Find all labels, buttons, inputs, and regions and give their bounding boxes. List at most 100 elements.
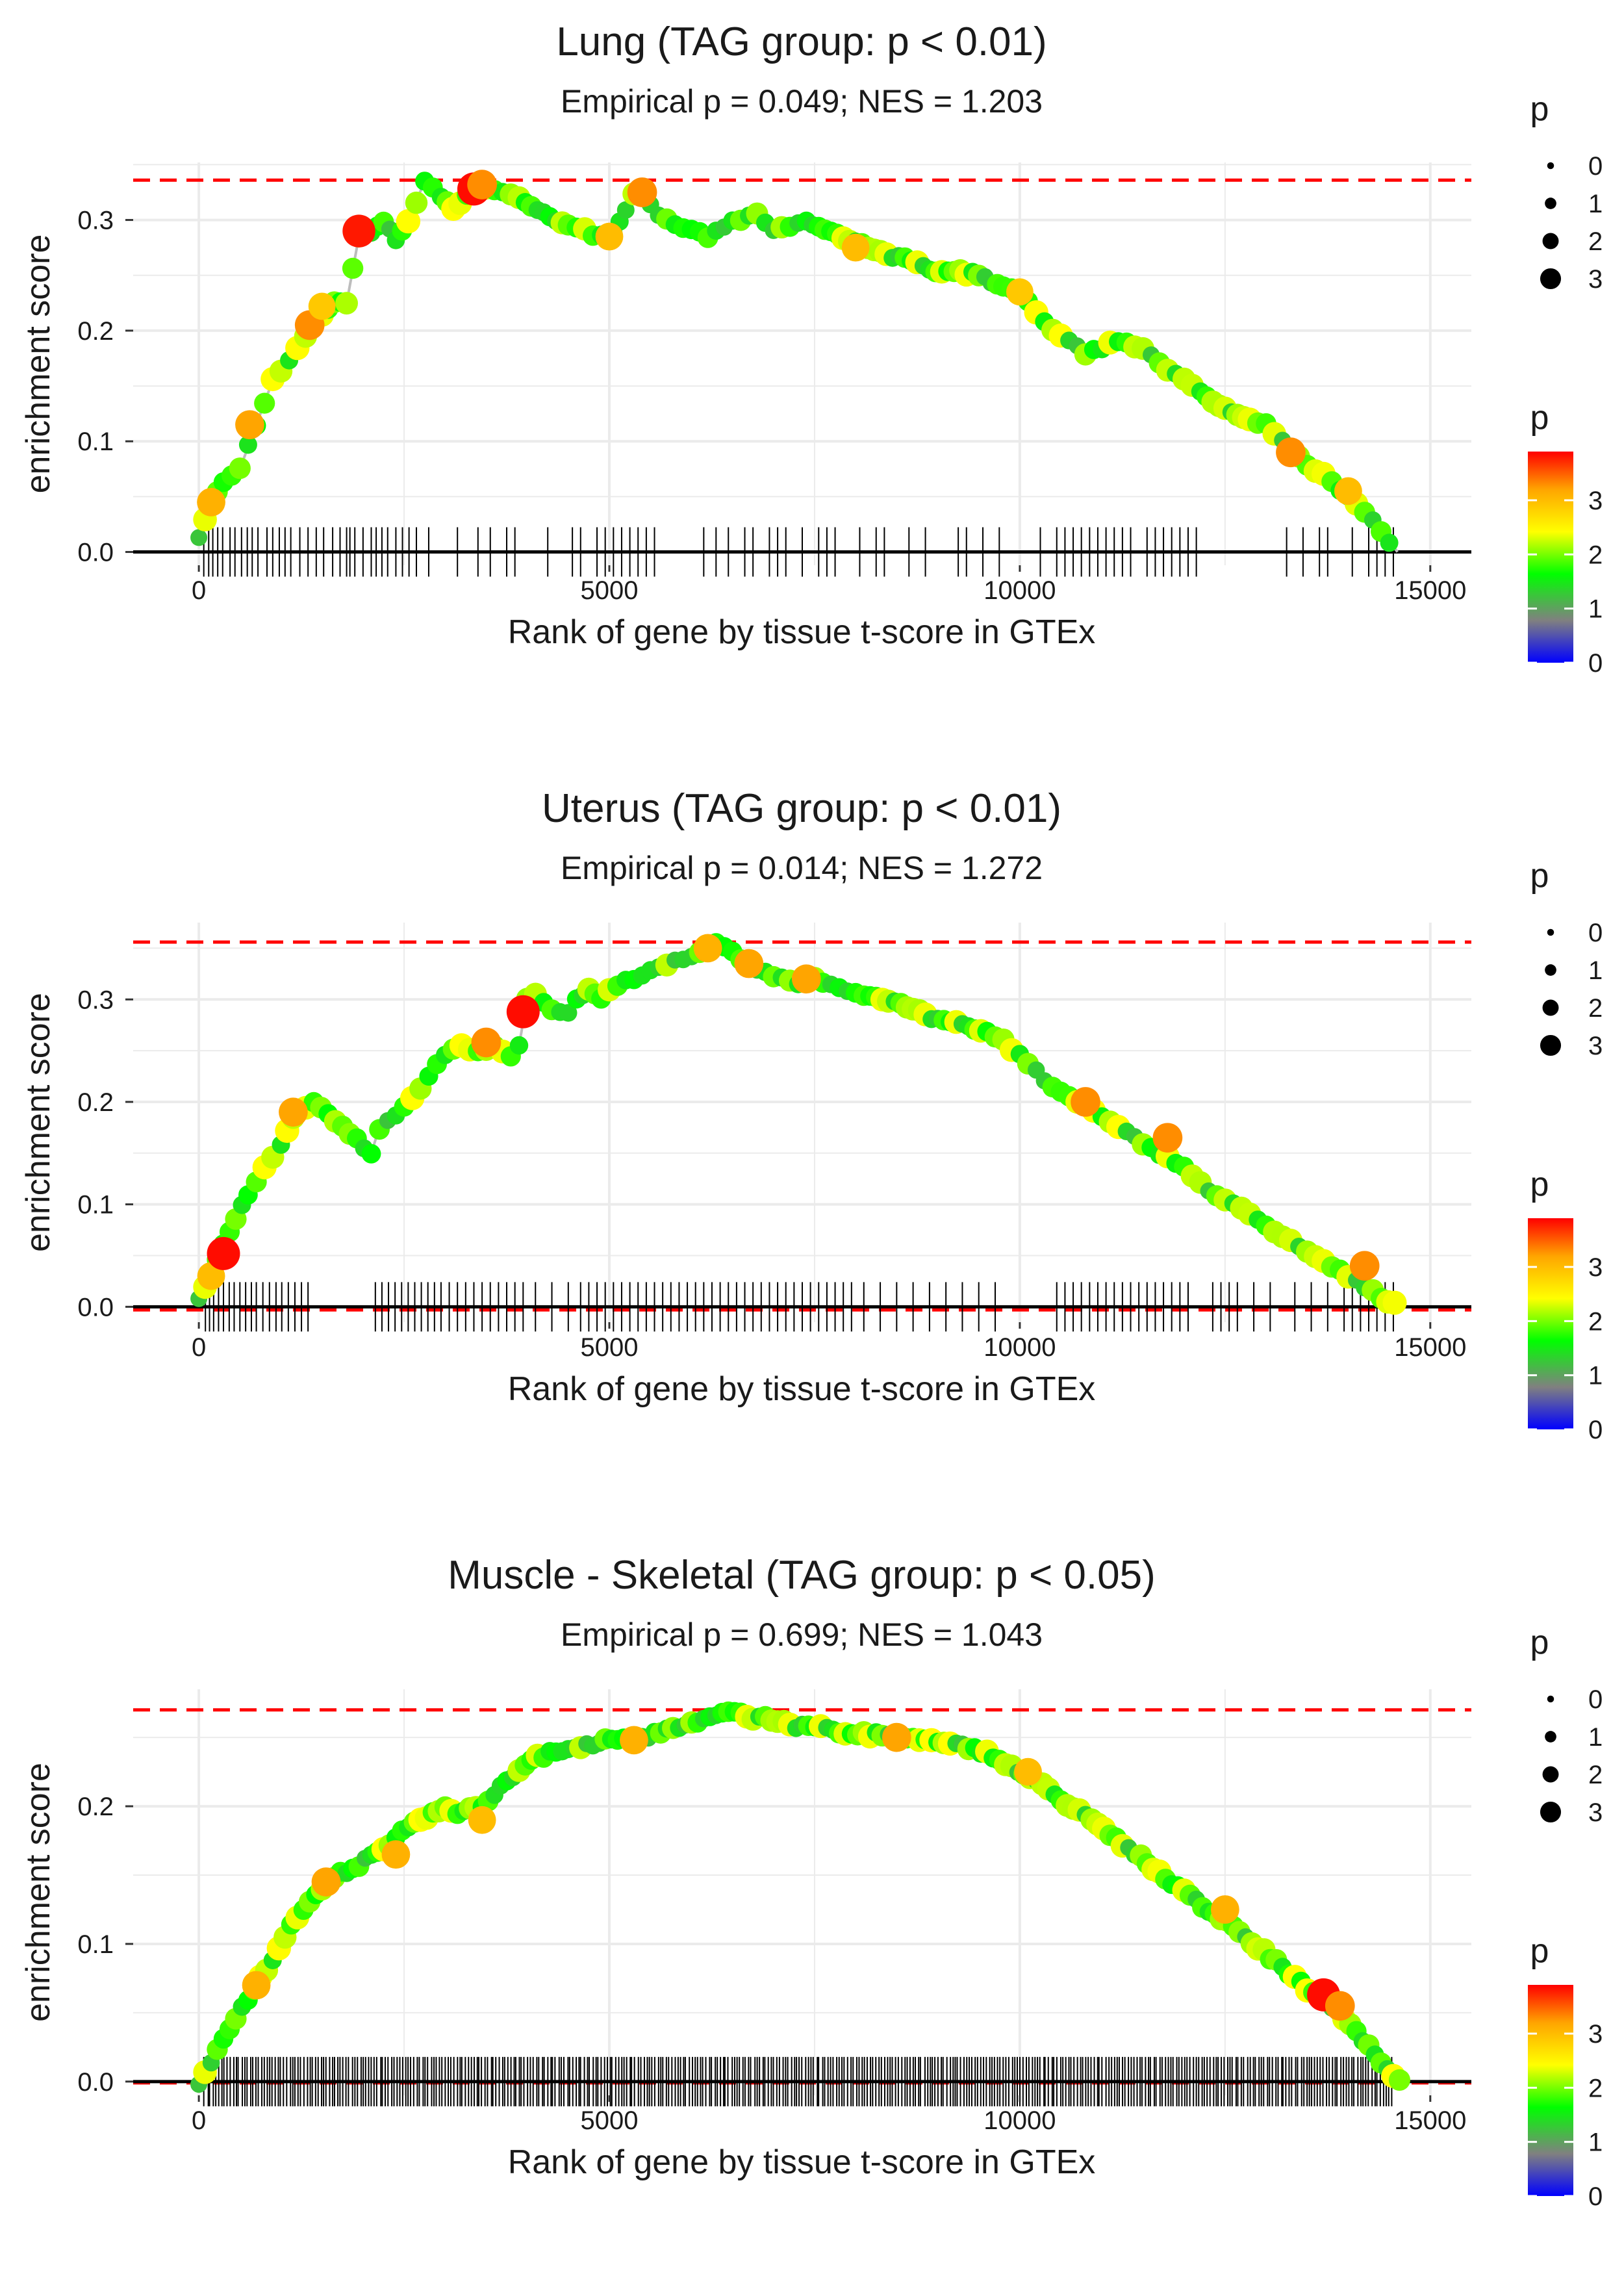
gene-rug (203, 2056, 1393, 2106)
size-legend-key (1545, 1731, 1556, 1743)
size-legend-title: p (1530, 857, 1549, 895)
color-legend-label: 3 (1588, 1253, 1603, 1282)
gene-point-highlight (1325, 1991, 1355, 2021)
size-legend-key (1547, 1695, 1554, 1703)
size-legend-key (1545, 964, 1556, 976)
gene-point (229, 457, 251, 479)
gene-point-highlight (279, 1097, 308, 1127)
chart-title: Uterus (TAG group: p < 0.01) (542, 786, 1061, 831)
size-legend-label: 3 (1588, 265, 1603, 294)
size-legend-key (1540, 268, 1562, 290)
gene-point-highlight (1276, 437, 1306, 468)
size-legend-label: 1 (1588, 956, 1603, 985)
x-tick-label: 10000 (983, 2106, 1056, 2135)
legend: p 0 1 2 3 p 3 2 1 0 (1528, 90, 1603, 678)
gene-point (1382, 1290, 1407, 1315)
color-legend-label: 2 (1588, 2074, 1603, 2102)
size-legend-title: p (1530, 90, 1549, 128)
chart-subtitle: Empirical p = 0.049; NES = 1.203 (561, 83, 1043, 120)
size-legend-key (1540, 1801, 1562, 1823)
color-legend-label: 1 (1588, 2128, 1603, 2157)
color-legend-label: 2 (1588, 1307, 1603, 1336)
x-tick-label: 5000 (581, 2106, 639, 2135)
gene-point (335, 292, 358, 315)
x-tick-label: 15000 (1394, 2106, 1466, 2135)
color-legend-label: 0 (1588, 649, 1603, 678)
color-legend-label: 3 (1588, 487, 1603, 515)
y-tick-label: 0.0 (77, 539, 114, 567)
gene-point-highlight (1006, 278, 1034, 306)
panel-1: Lung (TAG group: p < 0.01) Empirical p = … (19, 19, 1603, 678)
size-legend-title: p (1530, 1624, 1549, 1661)
y-tick-label: 0.1 (77, 428, 114, 456)
gene-point-highlight (1334, 477, 1362, 505)
x-axis-title: Rank of gene by tissue t-score in GTEx (508, 2143, 1096, 2181)
gene-point-highlight (342, 214, 375, 248)
y-tick-label: 0.2 (77, 317, 114, 346)
gene-point (616, 201, 635, 219)
x-tick-label: 15000 (1394, 576, 1466, 605)
gene-point-highlight (242, 1971, 271, 2000)
y-tick-label: 0.3 (77, 207, 114, 235)
x-axis-title: Rank of gene by tissue t-score in GTEx (508, 613, 1096, 651)
color-legend-bar (1528, 1218, 1573, 1429)
size-legend-key (1540, 1034, 1562, 1056)
panel-3: Muscle - Skeletal (TAG group: p < 0.05) E… (19, 1553, 1603, 2211)
gene-point (254, 392, 275, 414)
chart-title: Muscle - Skeletal (TAG group: p < 0.05) (448, 1553, 1155, 1598)
size-legend-key (1547, 162, 1554, 170)
x-tick-label: 10000 (983, 576, 1056, 605)
color-legend-title: p (1530, 1932, 1549, 1970)
size-legend-key (1542, 999, 1559, 1016)
size-legend-label: 2 (1588, 227, 1603, 256)
gene-point (559, 1004, 577, 1022)
size-legend-key (1542, 1766, 1559, 1783)
gene-point-highlight (791, 964, 821, 994)
x-tick-label: 0 (192, 2106, 206, 2135)
color-legend-bar (1528, 1985, 1573, 2196)
color-legend-bar (1528, 452, 1573, 663)
size-legend-label: 1 (1588, 1723, 1603, 1752)
gene-point-highlight (734, 949, 764, 978)
gene-point-highlight (471, 1027, 501, 1058)
size-legend-label: 0 (1588, 919, 1603, 947)
size-legend-label: 2 (1588, 1761, 1603, 1789)
gene-point-highlight (506, 995, 540, 1028)
gene-rug (203, 527, 1394, 577)
gene-point (238, 435, 257, 454)
chart-subtitle: Empirical p = 0.014; NES = 1.272 (561, 850, 1043, 886)
size-legend-label: 2 (1588, 994, 1603, 1023)
y-axis-title: enrichment score (19, 993, 57, 1252)
color-legend-label: 1 (1588, 595, 1603, 624)
x-tick-label: 0 (192, 1333, 206, 1362)
x-axis-title: Rank of gene by tissue t-score in GTEx (508, 1370, 1096, 1408)
gene-point-highlight (1349, 1251, 1380, 1281)
size-legend-label: 3 (1588, 1798, 1603, 1827)
x-tick-label: 5000 (581, 1333, 639, 1362)
gene-point-highlight (308, 292, 336, 320)
gene-point-highlight (468, 1806, 496, 1834)
legend: p 0 1 2 3 p 3 2 1 0 (1528, 1624, 1603, 2211)
gene-point (509, 1036, 529, 1055)
y-axis-title: enrichment score (19, 1763, 57, 2022)
gene-point-highlight (1014, 1757, 1042, 1786)
gene-point-highlight (1210, 1895, 1239, 1924)
color-legend-label: 2 (1588, 541, 1603, 569)
gene-point-highlight (381, 1840, 411, 1869)
y-tick-label: 0.2 (77, 1793, 114, 1821)
color-legend-label: 3 (1588, 2020, 1603, 2049)
y-tick-label: 0.1 (77, 1191, 114, 1220)
x-tick-label: 10000 (983, 1333, 1056, 1362)
gene-point-highlight (1071, 1087, 1100, 1117)
size-legend-key (1542, 233, 1559, 249)
size-legend-label: 3 (1588, 1032, 1603, 1060)
gene-points (190, 933, 1407, 1315)
gene-point-highlight (595, 222, 624, 251)
color-legend-label: 0 (1588, 1416, 1603, 1444)
gene-points (190, 1701, 1410, 2093)
grid (133, 923, 1471, 1322)
y-tick-label: 0.0 (77, 1293, 114, 1322)
color-legend-label: 0 (1588, 2182, 1603, 2211)
chart-title: Lung (TAG group: p < 0.01) (556, 19, 1047, 64)
